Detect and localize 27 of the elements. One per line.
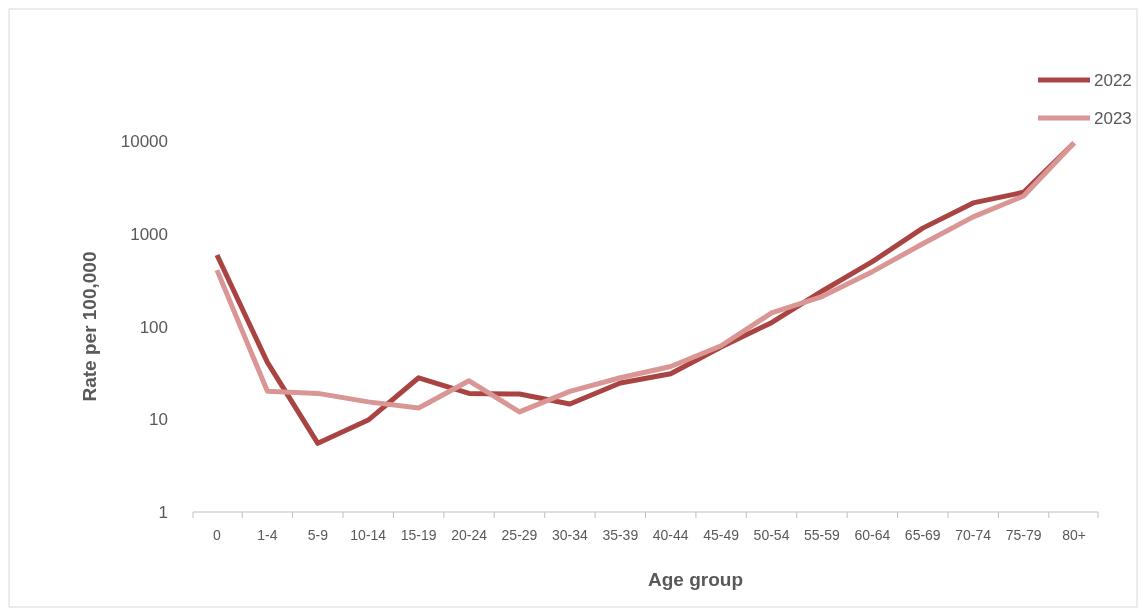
x-tick-label: 45-49 (703, 527, 740, 543)
y-tick-label: 10 (149, 410, 168, 430)
x-tick-label: 70-74 (955, 527, 992, 543)
x-tick-label: 40-44 (652, 527, 689, 543)
x-axis-title: Age group (648, 569, 743, 590)
y-tick-label: 100 (139, 317, 168, 337)
x-tick-label: 55-59 (804, 527, 841, 543)
x-tick-label: 60-64 (854, 527, 891, 543)
x-tick-label: 20-24 (451, 527, 488, 543)
y-axis-title: Rate per 100,000 (79, 251, 100, 402)
x-tick-label: 5-9 (307, 527, 329, 543)
x-tick-label: 15-19 (400, 527, 437, 543)
x-tick-label: 1-4 (257, 527, 278, 543)
x-tick-label: 80+ (1062, 527, 1086, 543)
x-tick-label: 35-39 (602, 527, 639, 543)
x-tick-label: 65-69 (904, 527, 941, 543)
legend-label: 2022 (1094, 71, 1132, 90)
x-tick-label: 50-54 (753, 527, 790, 543)
x-tick-label: 10-14 (350, 527, 387, 543)
legend-label: 2023 (1094, 109, 1132, 128)
x-tick-label: 75-79 (1005, 527, 1042, 543)
x-tick-label: 0 (213, 527, 222, 543)
y-tick-label: 1 (158, 503, 168, 522)
x-tick-label: 25-29 (501, 527, 538, 543)
y-tick-label: 10000 (120, 132, 168, 151)
y-tick-label: 1000 (130, 224, 168, 244)
x-tick-label: 30-34 (551, 527, 588, 543)
